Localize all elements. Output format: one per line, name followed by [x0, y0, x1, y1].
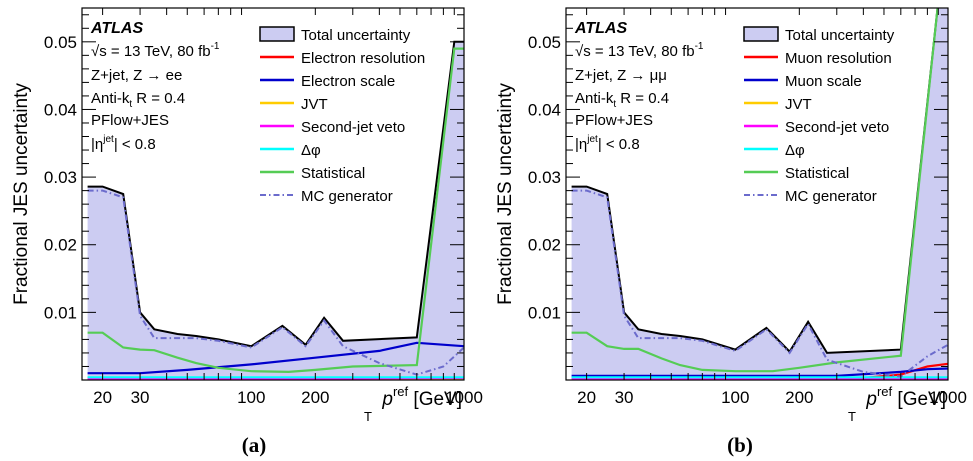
plot-frame	[81, 7, 465, 381]
series-line-statistical	[87, 47, 464, 374]
legend-swatch-total-uncertainty	[743, 26, 779, 42]
legend-label-statistical: Statistical	[785, 165, 849, 182]
x-axis-label: pref [GeV]	[865, 384, 946, 410]
series-band-fill	[571, 8, 948, 380]
y-tick-label: 0.05	[44, 33, 77, 52]
calibration-label: PFlow+JES	[91, 112, 169, 129]
atlas-label: ATLAS	[574, 20, 627, 37]
y-tick-label: 0.01	[44, 303, 77, 322]
eta-label: |ηjet| < 0.8	[91, 134, 156, 153]
legend-swatch-total-uncertainty	[259, 26, 295, 42]
legend-label-delta-phi: Δφ	[301, 142, 321, 159]
y-tick-label: 0.04	[44, 100, 77, 119]
y-tick-label: 0.04	[528, 100, 561, 119]
legend-label-electron-resolution: Electron resolution	[301, 50, 425, 67]
x-tick-label: 30	[615, 388, 634, 407]
x-tick-label: 200	[785, 388, 813, 407]
series-line-statistical	[571, 8, 939, 373]
legend-label-total-uncertainty: Total uncertainty	[301, 27, 411, 44]
x-axis-label-sub: T	[364, 409, 372, 424]
x-tick-label: 30	[131, 388, 150, 407]
x-tick-label: 100	[237, 388, 265, 407]
legend-label-muon-resolution: Muon resolution	[785, 50, 892, 67]
chart-panel-a: 20 30 100 200 1000 0.01 0.02 0.03 0.04 0.05 Fracti…	[11, 7, 483, 457]
legend-label-electron-scale: Electron scale	[301, 73, 395, 90]
series-line-electron-scale	[87, 341, 464, 375]
legend-label-total-uncertainty: Total uncertainty	[785, 27, 895, 44]
series-line-mc-generator	[87, 189, 464, 376]
calibration-label: PFlow+JES	[575, 112, 653, 129]
y-tick-label: 0.02	[44, 236, 77, 255]
legend-label-jvt: JVT	[301, 96, 328, 113]
legend-label-mc-generator: MC generator	[785, 188, 877, 205]
series-line-total-uncertainty	[87, 40, 464, 348]
y-axis-label: Fractional JES uncertainty	[11, 83, 32, 305]
series-band-fill	[87, 41, 464, 380]
x-axis-label: pref [GeV]	[381, 384, 462, 410]
x-tick-label: 1000	[445, 388, 483, 407]
legend-label-statistical: Statistical	[301, 165, 365, 182]
x-tick-label: 1000	[929, 388, 967, 407]
y-tick-label: 0.03	[44, 168, 77, 187]
energy-label: √s = 13 TeV, 80 fb-1	[575, 41, 704, 60]
series-line-mc-generator	[571, 189, 948, 378]
process-label: Z+jet, Z → μμ	[575, 67, 667, 84]
y-axis-label: Fractional JES uncertainty	[495, 83, 516, 305]
x-tick-label: 100	[721, 388, 749, 407]
legend-label-delta-phi: Δφ	[785, 142, 805, 159]
series-line-muon-scale	[571, 367, 948, 377]
series-line-total-uncertainty	[571, 8, 939, 354]
atlas-label: ATLAS	[90, 20, 143, 37]
x-tick-label: 20	[577, 388, 596, 407]
legend-label-jvt: JVT	[785, 96, 812, 113]
y-tick-label: 0.05	[528, 33, 561, 52]
legend-label-second-jet-veto: Second-jet veto	[301, 119, 405, 136]
legend-label-muon-scale: Muon scale	[785, 73, 862, 90]
x-axis-label-sub: T	[848, 409, 856, 424]
legend-label-second-jet-veto: Second-jet veto	[785, 119, 889, 136]
panel-label: (a)	[242, 433, 267, 457]
algorithm-label: Anti-kt R = 0.4	[91, 90, 185, 110]
algorithm-label: Anti-kt R = 0.4	[575, 90, 669, 110]
y-tick-label: 0.02	[528, 236, 561, 255]
energy-label: √s = 13 TeV, 80 fb-1	[91, 41, 220, 60]
x-tick-label: 20	[93, 388, 112, 407]
eta-label: |ηjet| < 0.8	[575, 134, 640, 153]
y-tick-label: 0.03	[528, 168, 561, 187]
panel-label: (b)	[727, 433, 753, 457]
x-tick-label: 200	[301, 388, 329, 407]
chart-panel-b: 20 30 100 200 1000 0.01 0.02 0.03 0.04 0.05 Fracti…	[495, 7, 967, 457]
y-tick-label: 0.01	[528, 303, 561, 322]
legend-label-mc-generator: MC generator	[301, 188, 393, 205]
plot-frame	[565, 7, 949, 381]
process-label: Z+jet, Z → ee	[91, 67, 182, 84]
